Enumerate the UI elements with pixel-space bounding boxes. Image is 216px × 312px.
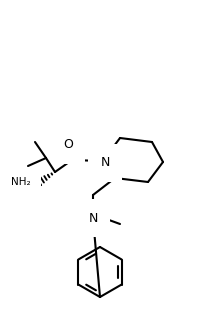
Text: N: N <box>88 212 98 225</box>
Text: N: N <box>100 157 110 169</box>
Text: NH₂: NH₂ <box>11 177 31 187</box>
Text: O: O <box>63 139 73 152</box>
